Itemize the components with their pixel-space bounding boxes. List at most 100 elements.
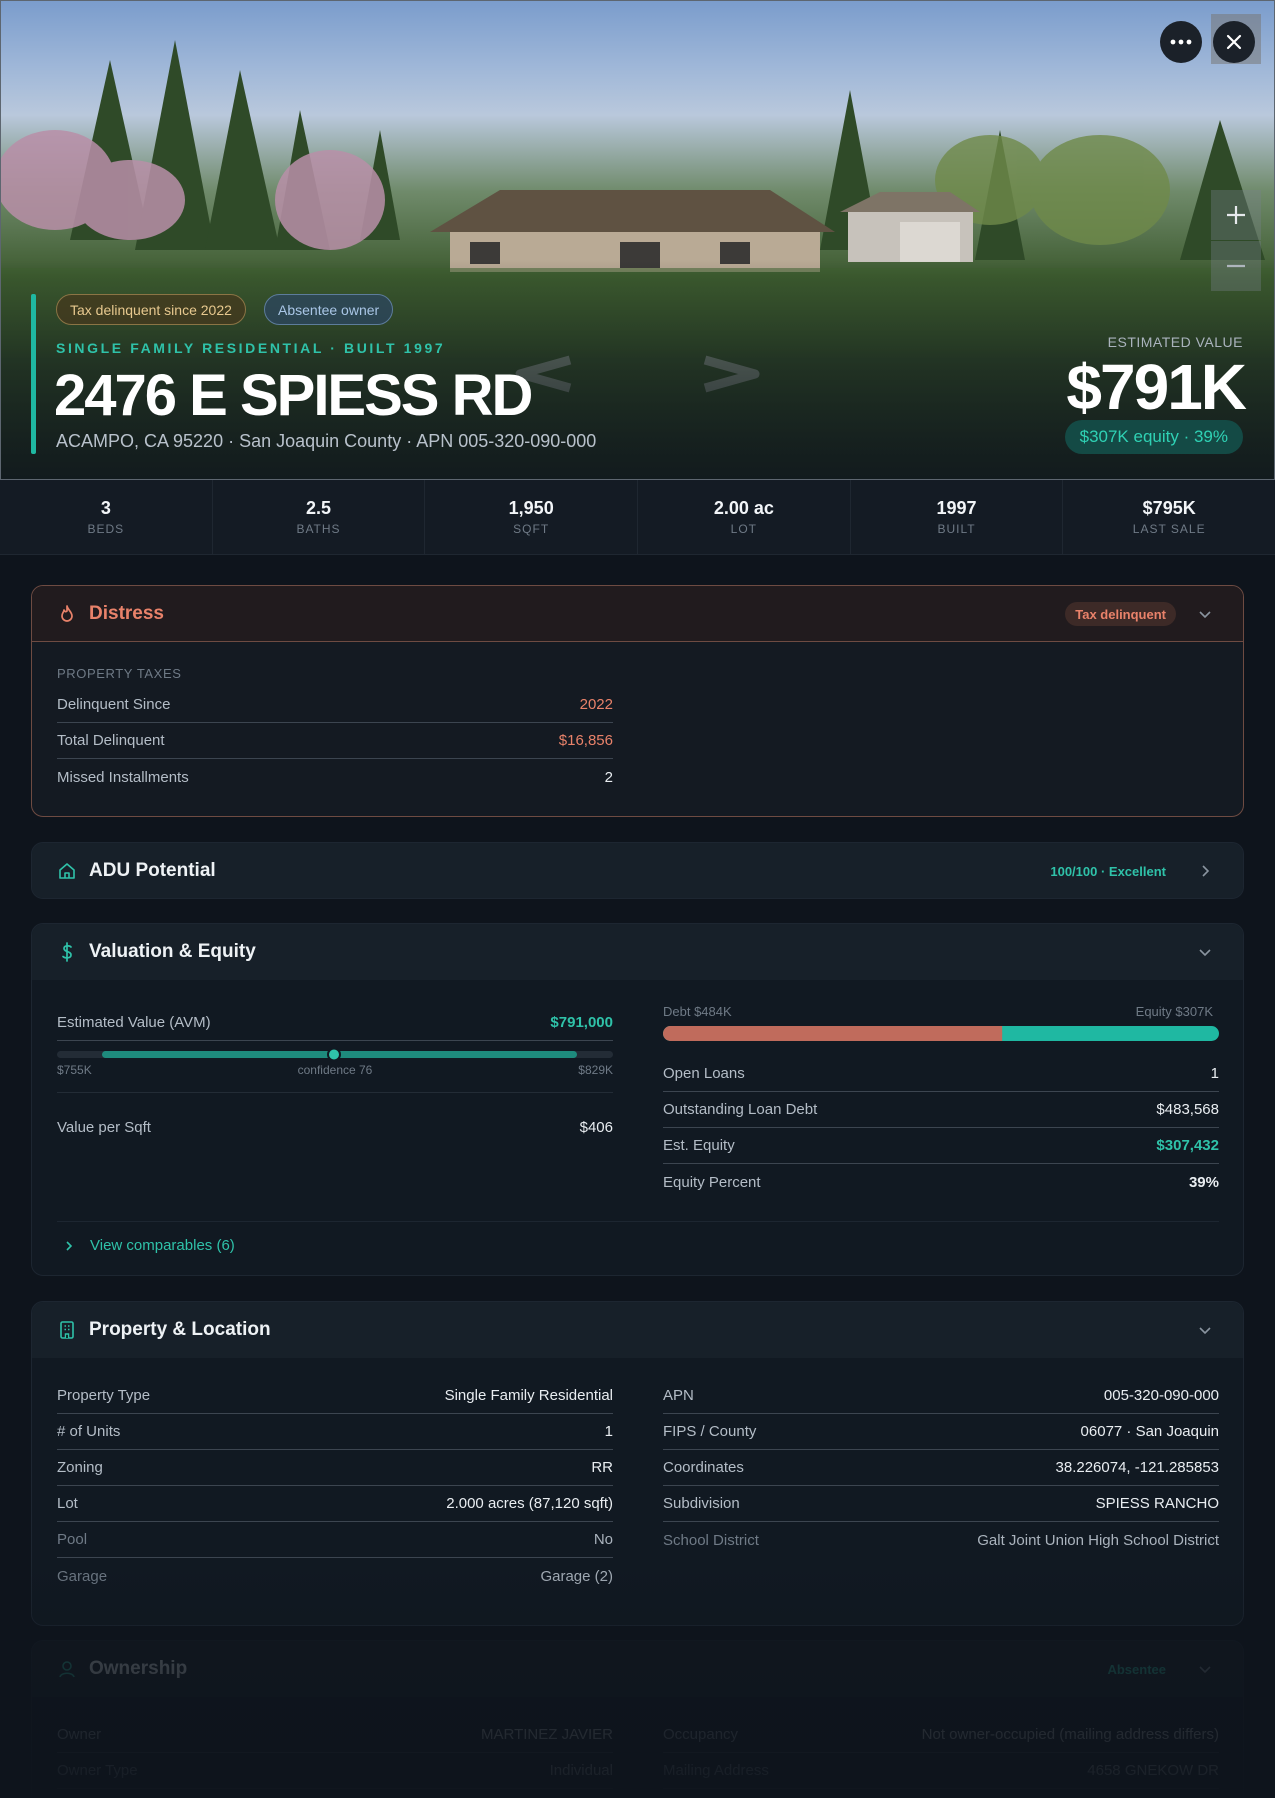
table-row: School District Galt Joint Union High Sch… bbox=[663, 1522, 1219, 1558]
row-value: MARTINEZ JAVIER bbox=[481, 1726, 613, 1743]
table-row: Total Delinquent $16,856 bbox=[57, 723, 613, 759]
row-value: $406 bbox=[579, 1118, 613, 1136]
chevron-down-icon bbox=[1199, 1327, 1211, 1335]
stat-value: $795K bbox=[1142, 498, 1196, 518]
row-value: SPIESS RANCHO bbox=[1095, 1495, 1219, 1512]
stat-beds: 3 BEDS bbox=[0, 480, 213, 554]
stat-last-sale: $795K LAST SALE bbox=[1063, 480, 1275, 554]
row-key: FIPS / County bbox=[663, 1423, 757, 1440]
address-subtitle: ACAMPO, CA 95220 · San Joaquin County · … bbox=[56, 431, 597, 451]
property-title: Property & Location bbox=[89, 1319, 271, 1340]
estimated-value-label: ESTIMATED VALUE bbox=[1107, 334, 1243, 350]
dollar-icon bbox=[62, 942, 72, 962]
row-value: Galt Joint Union High School District bbox=[977, 1531, 1219, 1549]
hero-accent-bar bbox=[31, 294, 36, 454]
estimated-value: $791K bbox=[1066, 351, 1247, 423]
table-row: Garage Garage (2) bbox=[57, 1558, 613, 1594]
debt-equity-bar bbox=[663, 1026, 1219, 1041]
property-photo bbox=[0, 0, 1275, 480]
stat-built: 1997 BUILT bbox=[851, 480, 1064, 554]
flame-icon bbox=[61, 605, 73, 622]
divider bbox=[57, 1092, 613, 1093]
row-key: Coordinates bbox=[663, 1459, 744, 1476]
row-value: 1 bbox=[1210, 1065, 1219, 1082]
valuation-title: Valuation & Equity bbox=[89, 941, 256, 962]
distress-header[interactable]: Distress Tax delinquent bbox=[32, 586, 1243, 642]
chevron-right-icon bbox=[66, 1240, 73, 1251]
debt-segment bbox=[663, 1026, 1003, 1041]
property-location-card: Property & Location Property Type Single … bbox=[31, 1301, 1244, 1626]
stat-label: BUILT bbox=[937, 522, 976, 536]
row-key: Garage bbox=[57, 1567, 108, 1585]
property-type-eyebrow: SINGLE FAMILY RESIDENTIAL · BUILT 1997 bbox=[56, 340, 446, 356]
adu-potential-card[interactable]: ADU Potential 100/100 · Excellent bbox=[31, 842, 1244, 899]
row-key: Owner Type bbox=[57, 1762, 138, 1779]
property-taxes-label: PROPERTY TAXES bbox=[57, 666, 182, 681]
stat-baths: 2.5 BATHS bbox=[213, 480, 426, 554]
table-row: Owner MARTINEZ JAVIER bbox=[57, 1717, 613, 1753]
ownership-title: Ownership bbox=[89, 1658, 188, 1679]
row-value: 4658 GNEKOW DR bbox=[1087, 1762, 1219, 1779]
row-value: 2022 bbox=[579, 696, 613, 713]
table-row: APN 005-320-090-000 bbox=[663, 1378, 1219, 1414]
zoom-in-button[interactable] bbox=[1211, 190, 1261, 240]
stat-value: 1,950 bbox=[508, 498, 554, 518]
table-row: Est. Equity $307,432 bbox=[663, 1128, 1219, 1164]
row-key: Mailing Address bbox=[663, 1762, 769, 1779]
close-button[interactable] bbox=[1213, 21, 1255, 63]
row-key: Value per Sqft bbox=[57, 1118, 151, 1136]
confidence-range-bar bbox=[57, 1047, 613, 1062]
table-row: Subdivision SPIESS RANCHO bbox=[663, 1486, 1219, 1522]
table-row: Zoning RR bbox=[57, 1450, 613, 1486]
stat-lot: 2.00 ac LOT bbox=[638, 480, 851, 554]
row-value: RR bbox=[591, 1459, 613, 1476]
page-title: 2476 E SPIESS RD bbox=[54, 363, 533, 428]
table-row: Mailing Address 4658 GNEKOW DR bbox=[663, 1753, 1219, 1789]
absentee-owner-chip: Absentee owner bbox=[264, 294, 394, 325]
row-value: Single Family Residential bbox=[444, 1387, 613, 1404]
row-key: Property Type bbox=[57, 1387, 151, 1404]
value-per-sqft-row: Value per Sqft $406 bbox=[57, 1109, 613, 1145]
row-key: Subdivision bbox=[663, 1495, 740, 1512]
more-button[interactable] bbox=[1160, 21, 1202, 63]
row-key: Owner bbox=[57, 1726, 102, 1743]
table-row: # of Units 1 bbox=[57, 1414, 613, 1450]
row-value: $483,568 bbox=[1156, 1101, 1219, 1118]
row-key: Pool bbox=[57, 1531, 88, 1548]
row-key: Estimated Value (AVM) bbox=[57, 1014, 211, 1031]
row-value: No bbox=[593, 1531, 613, 1548]
user-icon bbox=[59, 1661, 75, 1678]
view-comparables-link[interactable]: View comparables (6) bbox=[57, 1237, 235, 1254]
distress-card: Distress Tax delinquent PROPERTY TAXES D… bbox=[31, 585, 1244, 817]
row-value: 06077 · San Joaquin bbox=[1080, 1423, 1219, 1440]
close-icon bbox=[1226, 34, 1242, 50]
zoom-out-button[interactable] bbox=[1211, 241, 1261, 291]
stat-label: BATHS bbox=[296, 522, 341, 536]
debt-segment-edge bbox=[992, 1026, 1003, 1041]
table-row: Coordinates 38.226074, -121.285853 bbox=[663, 1450, 1219, 1486]
table-row: Property Type Single Family Residential bbox=[57, 1378, 613, 1414]
table-row: Owner Type Individual bbox=[57, 1753, 613, 1789]
row-key: # of Units bbox=[57, 1423, 121, 1440]
chevron-down-icon bbox=[1199, 611, 1211, 619]
plus-icon bbox=[1227, 206, 1245, 224]
stat-value: 1997 bbox=[936, 498, 977, 518]
more-horizontal-icon bbox=[1170, 39, 1192, 45]
stat-label: LAST SALE bbox=[1132, 522, 1206, 536]
tax-delinquent-badge: Tax delinquent bbox=[1065, 602, 1176, 626]
view-comparables-label: View comparables (6) bbox=[90, 1237, 235, 1254]
chevron-right-icon bbox=[1202, 865, 1210, 877]
range-low: $755K bbox=[57, 1063, 92, 1077]
valuation-header[interactable]: Valuation & Equity bbox=[32, 924, 1243, 980]
row-key: Delinquent Since bbox=[57, 696, 171, 713]
table-row: Pool No bbox=[57, 1522, 613, 1558]
property-header[interactable]: Property & Location bbox=[32, 1302, 1243, 1358]
row-key: Est. Equity bbox=[663, 1137, 735, 1154]
row-value: 38.226074, -121.285853 bbox=[1055, 1459, 1219, 1476]
row-key: Open Loans bbox=[663, 1065, 745, 1082]
row-value: $307,432 bbox=[1156, 1137, 1219, 1154]
ownership-header[interactable]: Ownership Absentee bbox=[32, 1641, 1243, 1697]
row-key: Outstanding Loan Debt bbox=[663, 1101, 818, 1118]
table-row: Missed Installments 2 bbox=[57, 759, 613, 795]
minus-icon bbox=[1227, 264, 1245, 268]
